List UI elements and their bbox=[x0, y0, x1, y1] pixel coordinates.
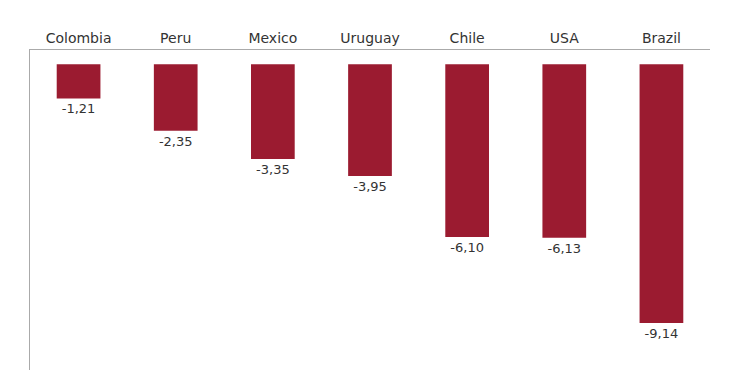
svg-text:USA: USA bbox=[550, 30, 579, 46]
svg-text:-6,13: -6,13 bbox=[547, 241, 581, 256]
svg-text:Chile: Chile bbox=[450, 30, 485, 46]
svg-text:-1,21: -1,21 bbox=[62, 101, 96, 116]
svg-text:Mexico: Mexico bbox=[248, 30, 297, 46]
svg-text:Colombia: Colombia bbox=[46, 30, 112, 46]
svg-text:-9,14: -9,14 bbox=[645, 326, 679, 341]
svg-text:-6,10: -6,10 bbox=[450, 240, 484, 255]
svg-text:-3,95: -3,95 bbox=[353, 179, 387, 194]
svg-text:Brazil: Brazil bbox=[642, 30, 681, 46]
svg-text:Peru: Peru bbox=[160, 30, 191, 46]
svg-text:-2,35: -2,35 bbox=[159, 134, 193, 149]
svg-text:Uruguay: Uruguay bbox=[340, 30, 400, 46]
svg-text:-3,35: -3,35 bbox=[256, 162, 290, 177]
